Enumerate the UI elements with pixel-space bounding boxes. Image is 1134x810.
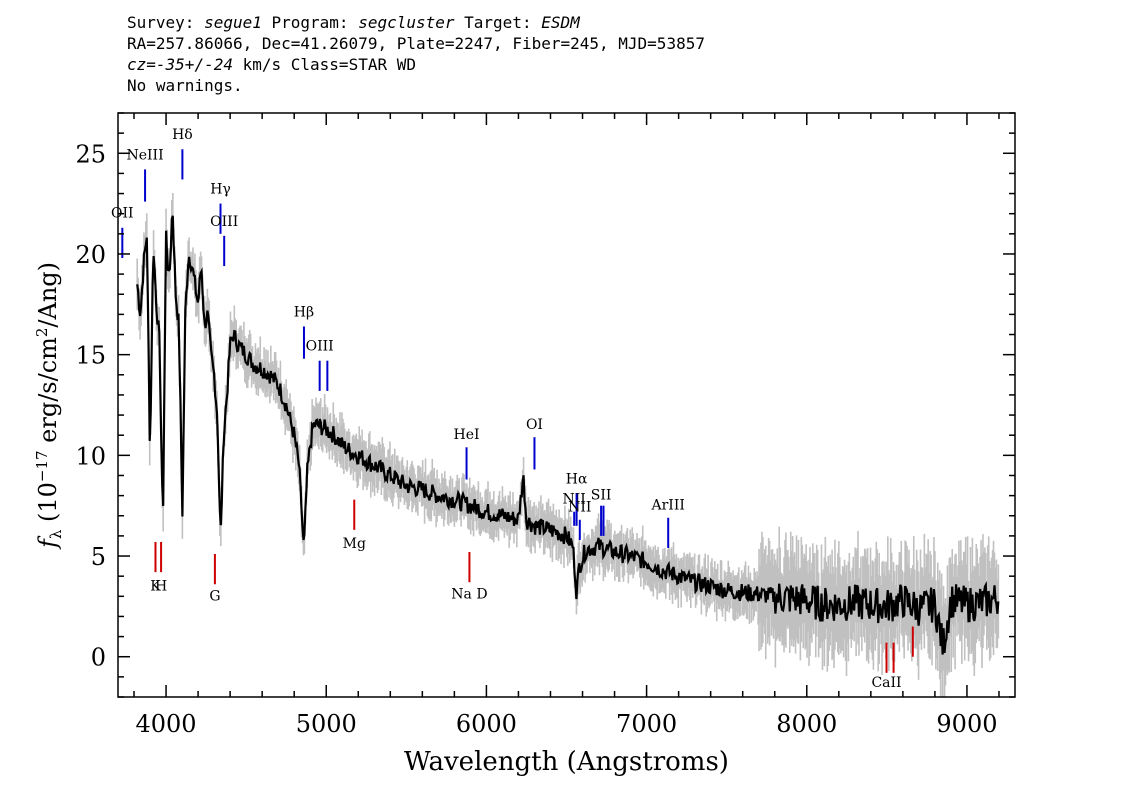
cz-value: -35+/-24 [155, 55, 233, 74]
absorption-line-label: K [150, 578, 161, 594]
flux-series-line [136, 215, 1000, 655]
emission-line-label: OIII [210, 214, 238, 230]
absorption-line-label: CaII [871, 675, 901, 691]
y-tick-label: 15 [75, 342, 106, 370]
x-tick-label: 8000 [776, 710, 837, 738]
error-band [136, 192, 1000, 697]
program-value: segcluster [358, 13, 455, 32]
program-label: Program: [261, 13, 359, 32]
y-axis-label: fλ (10−17 erg/s/cm2/Ang) [33, 262, 65, 550]
y-axis-label-sq: 2 [33, 328, 51, 338]
cz-label: cz= [127, 55, 156, 74]
y-axis-label-unit-c: /Ang) [34, 262, 62, 328]
y-axis-label-unit-b: erg/s/cm [34, 337, 62, 451]
spectrum-header: Survey: segue1 Program: segcluster Targe… [127, 12, 705, 96]
y-tick-label: 0 [91, 644, 106, 672]
x-axis-label: Wavelength (Angstroms) [404, 747, 729, 777]
y-tick-label: 20 [75, 241, 106, 269]
target-label: Target: [454, 13, 542, 32]
emission-line-label: HeI [454, 427, 480, 443]
emission-line-label: SII [591, 488, 612, 504]
emission-line-label: NeIII [126, 147, 163, 163]
x-tick-label: 9000 [936, 710, 997, 738]
class-text: km/s Class=STAR WD [232, 55, 416, 74]
header-line-warnings: No warnings. [127, 76, 243, 95]
y-tick-label: 25 [75, 140, 106, 168]
emission-line-label: Hδ [172, 127, 193, 143]
spectral-line-markers: OIINeIIIHδHγOIIIHβOIIIHeIOINIIHαNIISIIAr… [111, 127, 914, 691]
emission-line-label: NII [568, 500, 591, 516]
x-tick-label: 6000 [456, 710, 517, 738]
absorption-line-label: G [209, 588, 220, 604]
header-line-coordinates: RA=257.86066, Dec=41.26079, Plate=2247, … [127, 34, 705, 53]
survey-value: segue1 [204, 13, 262, 32]
absorption-line-label: Mg [343, 536, 366, 552]
absorption-line-label: Na D [451, 586, 487, 602]
header-line-survey: Survey: segue1 Program: segcluster Targe… [127, 12, 705, 33]
plot-frame [117, 112, 1016, 698]
x-tick-label: 5000 [296, 710, 357, 738]
emission-line-label: Hα [566, 472, 588, 488]
survey-label: Survey: [127, 13, 205, 32]
header-line-redshift: cz=-35+/-24 km/s Class=STAR WD [127, 54, 705, 75]
emission-line-label: Hβ [294, 304, 314, 320]
emission-line-label: NII [563, 492, 586, 508]
y-axis-label-exp: −17 [33, 450, 51, 482]
y-tick-label: 10 [75, 442, 106, 470]
emission-line-label: OIII [306, 339, 334, 355]
x-tick-label: 7000 [616, 710, 677, 738]
y-axis-label-unit-a: (10 [34, 482, 62, 530]
y-tick-label: 5 [91, 543, 106, 571]
emission-line-label: ArIII [651, 498, 685, 514]
y-axis-label-sub: λ [47, 529, 65, 539]
x-tick-label: 4000 [136, 710, 197, 738]
target-value: ESDM [541, 13, 580, 32]
emission-line-label: Hγ [210, 182, 231, 198]
axis-ticks: 4000 5000 6000 7000 8000 9000 0 5 10 15 20 25 [75, 112, 1015, 738]
emission-line-label: OI [526, 417, 543, 433]
absorption-line-label: H [155, 578, 167, 594]
